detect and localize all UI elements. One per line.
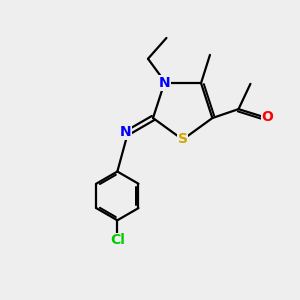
Text: Cl: Cl (110, 233, 125, 248)
Text: N: N (158, 76, 170, 90)
Text: O: O (262, 110, 274, 124)
Text: S: S (178, 132, 188, 146)
Text: N: N (120, 125, 131, 139)
